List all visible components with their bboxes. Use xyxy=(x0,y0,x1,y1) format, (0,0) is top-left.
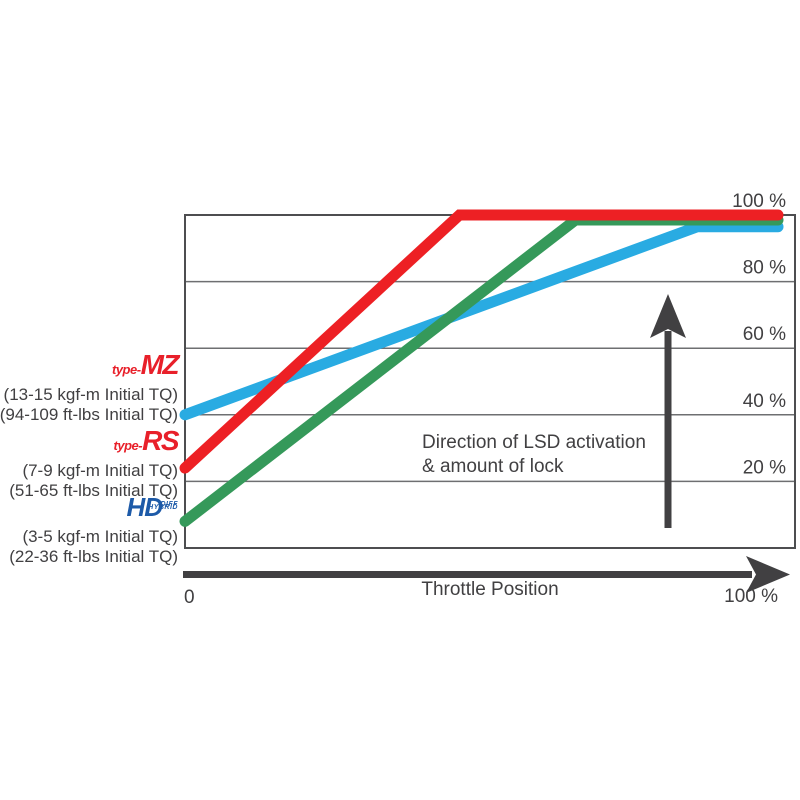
throttle-axis-arrow-head-icon xyxy=(746,556,790,593)
legend-type-rs: type-RS (7-9 kgf-m Initial TQ) (51-65 ft… xyxy=(9,425,180,501)
series-line-type-rs xyxy=(179,209,784,474)
y-tick-label-60: 60 % xyxy=(743,324,786,345)
type-rs-logo-prefix: type- xyxy=(113,438,143,453)
type-rs-logo: type-RS xyxy=(9,425,180,456)
legend-hd: HD HYBRID DIFF (3-5 kgf-m Initial TQ) (2… xyxy=(9,493,178,567)
type-mz-logo-main: MZ xyxy=(140,349,180,380)
hd-logo-sub-diff: DIFF xyxy=(160,501,178,508)
y-tick-label-20: 20 % xyxy=(743,457,786,478)
x-axis-origin-label: 0 xyxy=(184,587,195,608)
type-mz-spec-ftlbs: (94-109 ft-lbs Initial TQ) xyxy=(0,405,178,424)
legend-type-mz: type-MZ (13-15 kgf-m Initial TQ) (94-109… xyxy=(0,349,180,425)
x-axis-max-label: 100 % xyxy=(724,586,778,607)
y-tick-label-80: 80 % xyxy=(743,258,786,279)
y-tick-label-100: 100 % xyxy=(732,191,786,212)
lsd-direction-arrow-head-icon xyxy=(650,294,686,338)
type-rs-logo-main: RS xyxy=(142,425,179,456)
hd-spec-ftlbs: (22-36 ft-lbs Initial TQ) xyxy=(9,547,178,566)
type-rs-spec-kgf: (7-9 kgf-m Initial TQ) xyxy=(22,461,178,480)
hd-logo-main: HD xyxy=(126,492,163,522)
hd-logo-sub-hybrid: HYBRID xyxy=(148,504,178,511)
annotation-line2: & amount of lock xyxy=(422,456,564,477)
type-rs-spec-ftlbs: (51-65 ft-lbs Initial TQ) xyxy=(9,481,178,500)
type-mz-spec-kgf: (13-15 kgf-m Initial TQ) xyxy=(3,385,178,404)
x-axis-title: Throttle Position xyxy=(421,579,559,600)
series-line-type-mz xyxy=(179,221,784,421)
y-tick-label-40: 40 % xyxy=(743,391,786,412)
annotation-line1: Direction of LSD activation xyxy=(422,432,646,453)
lsd-direction-annotation: Direction of LSD activation & amount of … xyxy=(422,431,646,479)
hd-logo: HD HYBRID DIFF xyxy=(126,493,178,521)
type-mz-logo: type-MZ xyxy=(0,349,180,380)
hd-spec-kgf: (3-5 kgf-m Initial TQ) xyxy=(22,527,178,546)
type-mz-logo-prefix: type- xyxy=(112,362,141,377)
